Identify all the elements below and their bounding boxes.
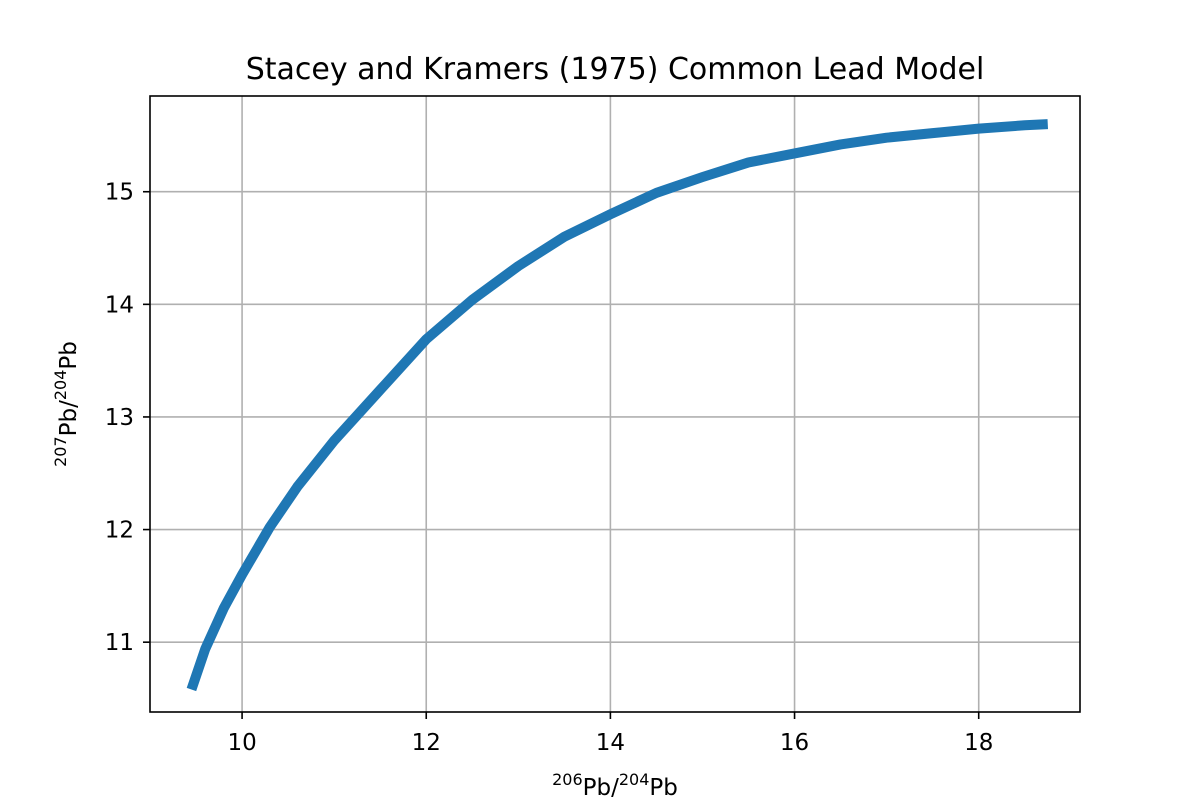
y-axis-label-tail: Pb <box>56 341 82 369</box>
series-line-0 <box>186 119 1049 692</box>
y-axis-label-sup2: 204 <box>51 370 70 401</box>
y-tick-label-13: 13 <box>105 405 134 431</box>
x-tick-label-16: 16 <box>780 730 809 756</box>
series-layer <box>186 119 1049 692</box>
y-tick-label-11: 11 <box>105 630 134 656</box>
plot-frame <box>149 95 1081 713</box>
x-tick-label-14: 14 <box>596 730 625 756</box>
x-tick-label-18: 18 <box>964 730 993 756</box>
chart-title: Stacey and Kramers (1975) Common Lead Mo… <box>246 52 985 87</box>
y-tick-label-12: 12 <box>105 518 134 544</box>
y-tick-label-15: 15 <box>105 180 134 206</box>
x-axis-label-base: Pb/ <box>583 775 619 800</box>
grid-layer <box>150 96 1080 712</box>
tick-layer: 10 12 14 16 18 11 12 13 14 15 <box>105 180 994 756</box>
x-axis-label-tail: Pb <box>649 775 677 800</box>
x-axis-label-sup1: 206 <box>552 770 583 789</box>
y-axis-label: 207Pb/204Pb <box>51 341 82 467</box>
x-tick-label-12: 12 <box>412 730 441 756</box>
x-tick-label-10: 10 <box>227 730 256 756</box>
x-axis-label: 206Pb/204Pb <box>552 770 678 800</box>
y-axis-label-sup1: 207 <box>51 436 70 467</box>
y-tick-label-14: 14 <box>105 292 134 318</box>
y-axis-label-base: Pb/ <box>56 400 82 436</box>
x-axis-label-sup2: 204 <box>619 770 650 789</box>
